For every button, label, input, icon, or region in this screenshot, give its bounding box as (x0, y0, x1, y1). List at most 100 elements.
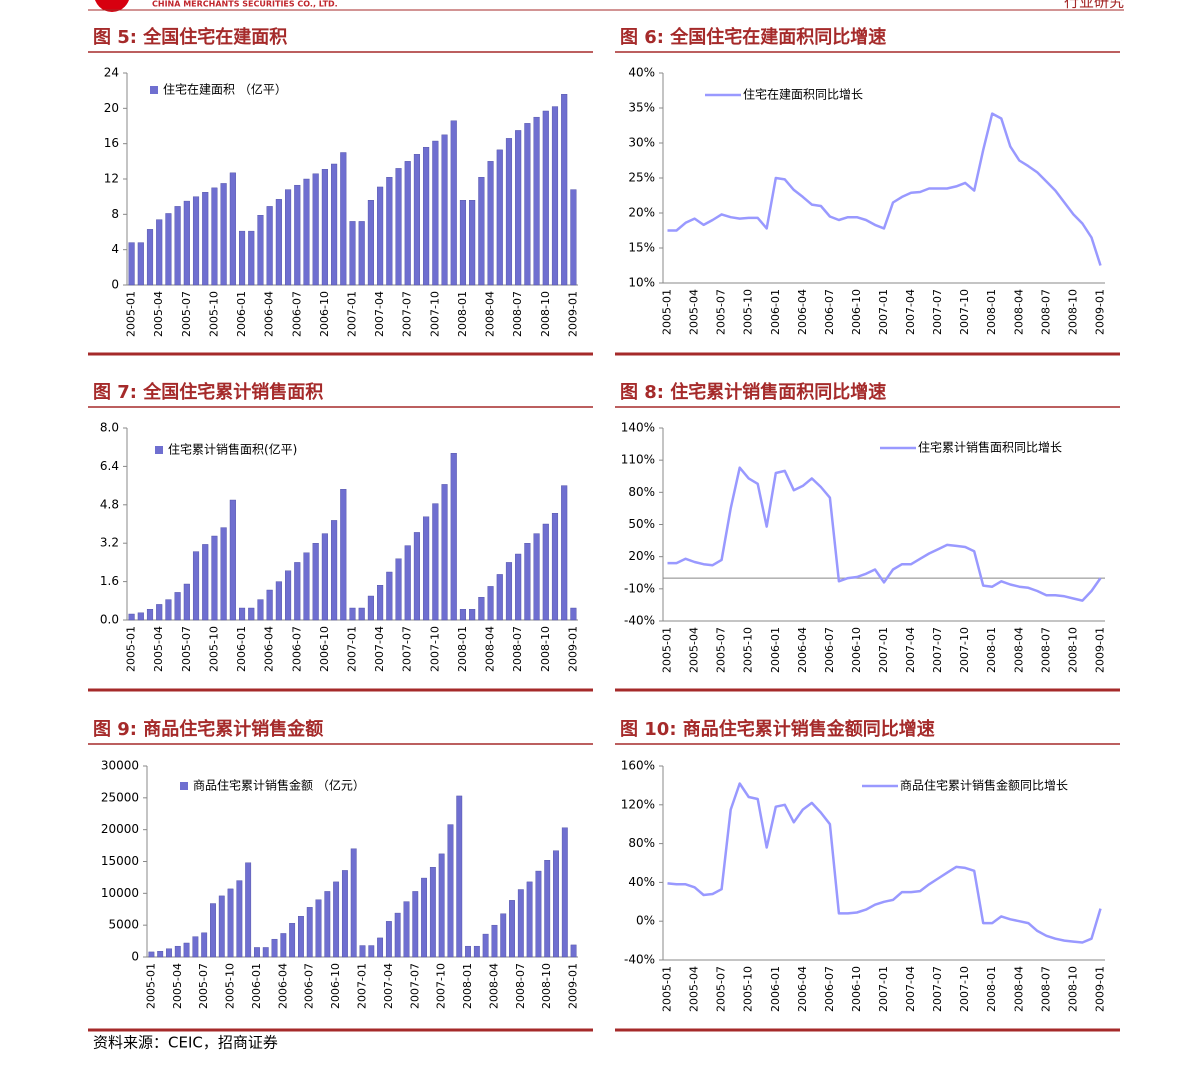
x-tick-label: 2005-01 (125, 291, 138, 337)
x-tick-label: 2008-10 (1066, 627, 1079, 673)
bar (321, 169, 328, 286)
x-tick-label: 2008-07 (514, 963, 527, 1009)
x-tick-label: 2005-04 (171, 963, 184, 1009)
bar (367, 199, 374, 286)
bar (202, 192, 209, 286)
x-tick-label: 2008-04 (484, 291, 497, 337)
x-tick-label: 2006-04 (796, 289, 809, 335)
bar (367, 595, 374, 621)
bar (248, 607, 255, 621)
x-tick-label: 2007-07 (401, 626, 414, 672)
bar (358, 221, 365, 286)
bar (229, 499, 236, 621)
bar (349, 221, 356, 286)
x-tick-label: 2008-10 (539, 291, 552, 337)
bar (254, 947, 260, 958)
bar (456, 795, 463, 958)
x-tick-label: 2006-01 (769, 289, 782, 335)
bar (285, 570, 292, 621)
y-tick-label: 8.0 (100, 421, 119, 435)
x-tick-label: 2005-10 (207, 626, 220, 672)
bar (183, 200, 190, 286)
bar (211, 187, 218, 286)
x-tick-label: 2005-04 (688, 966, 701, 1012)
chart-title: 图 6: 全国住宅在建面积同比增速 (620, 26, 886, 48)
chart-title: 图 10: 商品住宅累计销售金额同比增速 (620, 718, 935, 740)
x-tick-label: 2007-07 (931, 966, 944, 1012)
bar (438, 853, 445, 958)
x-tick-label: 2006-04 (263, 626, 276, 672)
bar (505, 138, 513, 286)
x-tick-label: 2008-04 (1012, 966, 1025, 1012)
x-tick-label: 2007-10 (428, 626, 441, 672)
x-tick-label: 2005-10 (207, 291, 220, 337)
bar (128, 242, 135, 286)
bar (165, 599, 172, 621)
bar (473, 945, 480, 958)
x-tick-label: 2005-04 (688, 627, 701, 673)
y-tick-label: 1.6 (100, 574, 119, 588)
bar (340, 489, 347, 621)
y-tick-label: -40% (624, 614, 655, 628)
x-tick-label: 2008-07 (511, 626, 524, 672)
bar (321, 533, 328, 621)
bar (491, 924, 498, 958)
x-tick-label: 2008-01 (461, 963, 474, 1009)
legend-swatch (180, 782, 188, 790)
bar (229, 172, 236, 286)
x-tick-label: 2008-04 (484, 626, 497, 672)
x-tick-label: 2009-01 (566, 291, 579, 337)
legend-label: 住宅在建面积同比增长 (743, 87, 863, 102)
y-tick-label: 10% (628, 276, 655, 290)
bar (533, 533, 540, 621)
bar (517, 889, 524, 958)
bar (271, 938, 278, 958)
bar (306, 907, 313, 958)
legend-label: 住宅累计销售面积(亿平) (168, 442, 297, 457)
bar (183, 583, 190, 621)
x-tick-label: 2008-04 (487, 963, 500, 1009)
x-tick-label: 2006-04 (276, 963, 289, 1009)
bar (289, 923, 296, 958)
x-tick-label: 2006-07 (823, 966, 836, 1012)
bar (312, 173, 319, 286)
bar (238, 607, 246, 621)
bar (515, 130, 522, 286)
x-tick-label: 2005-07 (715, 966, 728, 1012)
bar (266, 589, 273, 621)
bar (496, 149, 503, 286)
chart-panel: 图 8: 住宅累计销售面积同比增速 -40% -10% 20% 50% 80% 110% 14… (615, 381, 1120, 692)
bar (275, 581, 282, 621)
bar (469, 609, 476, 621)
bar (236, 880, 243, 958)
x-tick-label: 2005-10 (742, 289, 755, 335)
y-tick-label: 0 (111, 278, 119, 292)
bar (487, 161, 494, 286)
x-tick-label: 2007-04 (904, 627, 917, 673)
x-tick-label: 2007-10 (958, 966, 971, 1012)
bar (294, 184, 301, 286)
x-tick-label: 2007-04 (904, 289, 917, 335)
bar (350, 848, 357, 958)
bar (359, 945, 366, 958)
bar (404, 161, 411, 286)
bar (509, 900, 515, 958)
y-tick-label: 25000 (101, 790, 139, 804)
x-tick-label: 2009-01 (1093, 966, 1106, 1012)
x-tick-label: 2005-01 (661, 289, 674, 335)
y-tick-label: 4 (111, 242, 119, 256)
chart-title: 图 8: 住宅累计销售面积同比增速 (620, 381, 886, 403)
bar (450, 453, 457, 621)
x-tick-label: 2007-07 (408, 963, 421, 1009)
x-tick-label: 2005-07 (180, 626, 193, 672)
bar (524, 543, 531, 621)
bar (386, 177, 393, 286)
x-tick-label: 2006-07 (290, 626, 303, 672)
x-tick-label: 2007-10 (958, 289, 971, 335)
bar (146, 229, 154, 286)
bar (349, 607, 356, 621)
bar (386, 571, 393, 621)
bar (551, 106, 559, 286)
bar (192, 196, 200, 286)
